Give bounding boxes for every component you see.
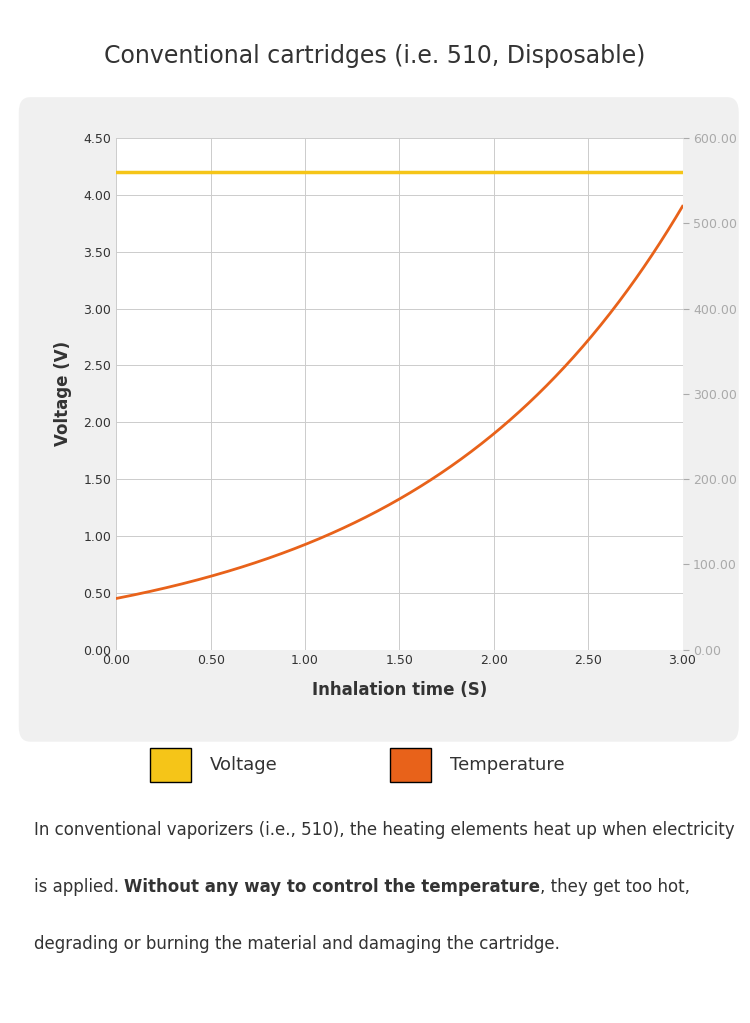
Text: Voltage: Voltage: [210, 756, 278, 773]
FancyBboxPatch shape: [150, 748, 191, 783]
Text: In conventional vaporizers (i.e., 510), the heating elements heat up when electr: In conventional vaporizers (i.e., 510), …: [34, 820, 734, 839]
FancyBboxPatch shape: [390, 748, 431, 783]
Text: Temperature: Temperature: [450, 756, 565, 773]
X-axis label: Inhalation time (S): Inhalation time (S): [312, 681, 487, 700]
Y-axis label: Voltage (V): Voltage (V): [54, 342, 72, 446]
Text: is applied.: is applied.: [34, 878, 124, 896]
Text: degrading or burning the material and damaging the cartridge.: degrading or burning the material and da…: [34, 935, 560, 953]
Text: Conventional cartridges (i.e. 510, Disposable): Conventional cartridges (i.e. 510, Dispo…: [104, 44, 646, 69]
Text: Without any way to control the temperature: Without any way to control the temperatu…: [124, 878, 540, 896]
Text: , they get too hot,: , they get too hot,: [540, 878, 690, 896]
